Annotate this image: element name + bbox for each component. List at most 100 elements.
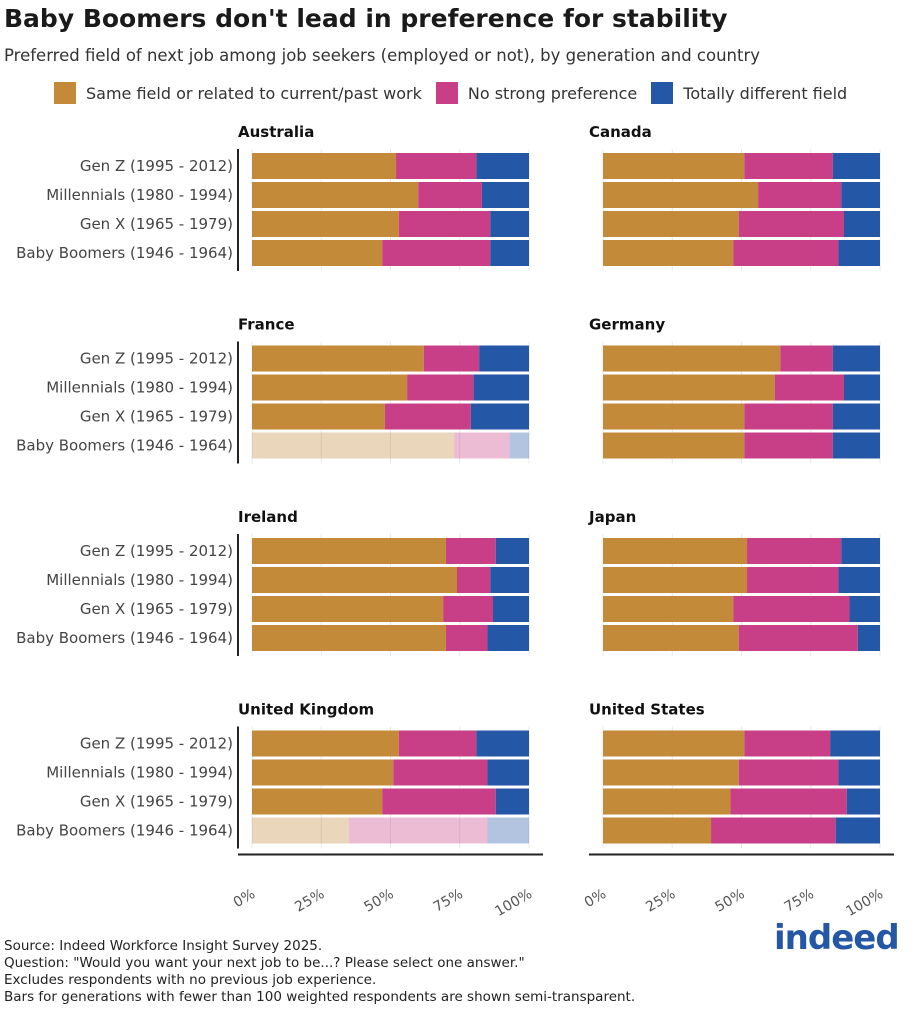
bar-segment [407, 374, 474, 401]
bar-segment [252, 153, 397, 179]
bar-segment [481, 182, 529, 208]
legend-label: Totally different field [683, 83, 848, 103]
bar-segment [830, 730, 880, 757]
x-tick-label: 25% [292, 886, 327, 915]
bar-segment [252, 625, 446, 651]
legend: Same field or related to current/past wo… [54, 82, 861, 104]
bar-segment [603, 625, 739, 651]
bar-segment [744, 153, 833, 179]
x-tick-label: 75% [431, 886, 466, 915]
bar-segment [603, 240, 734, 266]
panel-title: Ireland [238, 508, 298, 526]
bar-segment [495, 788, 529, 815]
legend-swatch [54, 82, 76, 104]
bar-segment [603, 730, 745, 757]
bar-segment [393, 759, 488, 786]
category-label: Gen X (1965 - 1979) [80, 408, 233, 426]
bar-segment [396, 153, 477, 179]
x-tick-label: 75% [782, 886, 817, 915]
bar-segment [603, 817, 712, 844]
category-label: Millennials (1980 - 1994) [46, 571, 233, 589]
bar-segment [849, 596, 880, 622]
category-label: Gen Z (1995 - 2012) [80, 157, 233, 175]
bar-segment [603, 596, 734, 622]
bar-segment [603, 374, 775, 401]
bar-segment [252, 374, 408, 401]
bar-segment [398, 211, 491, 237]
bar-segment [603, 345, 781, 372]
bar-segment [423, 345, 480, 372]
bar-segment [382, 788, 496, 815]
bar-segment [738, 625, 858, 651]
x-tick-label: 0% [231, 886, 258, 911]
bar-segment [733, 596, 850, 622]
bar-segment [832, 153, 880, 179]
category-label: Gen Z (1995 - 2012) [80, 542, 233, 560]
bar-segment [843, 374, 880, 401]
bar-segment [838, 240, 880, 266]
bar-segment [509, 432, 529, 459]
bar-segment [603, 759, 739, 786]
legend-item-different: Totally different field [651, 82, 847, 104]
source-note: Source: Indeed Workforce Insight Survey … [4, 938, 323, 954]
bar-segment [738, 211, 844, 237]
category-label: Baby Boomers (1946 - 1964) [16, 629, 233, 647]
category-label: Gen X (1965 - 1979) [80, 793, 233, 811]
indeed-logo: indeed [774, 918, 900, 958]
bar-segment [487, 817, 529, 844]
bar-segment [252, 432, 455, 459]
x-tick-label: 50% [713, 886, 748, 915]
bar-segment [492, 596, 529, 622]
bar-segment [476, 730, 529, 757]
bar-segment [738, 759, 839, 786]
bar-segment [252, 538, 446, 564]
category-label: Millennials (1980 - 1994) [46, 379, 233, 397]
bar-segment [252, 211, 399, 237]
bar-segment [846, 788, 880, 815]
bar-segment [838, 567, 880, 593]
bar-segment [418, 182, 482, 208]
bar-segment [495, 538, 529, 564]
bar-segment [747, 567, 839, 593]
category-label: Baby Boomers (1946 - 1964) [16, 822, 233, 840]
legend-swatch [651, 82, 674, 104]
x-tick-label: 100% [843, 886, 886, 920]
panel-title: Australia [238, 123, 314, 141]
legend-item-same: Same field or related to current/past wo… [54, 82, 422, 104]
bar-segment [252, 759, 394, 786]
bar-segment [857, 625, 880, 651]
chart-subtitle: Preferred field of next job among job se… [4, 46, 761, 65]
question-note: Question: "Would you want your next job … [4, 955, 525, 971]
bar-segment [473, 374, 529, 401]
bar-segment [603, 153, 745, 179]
category-label: Baby Boomers (1946 - 1964) [16, 437, 233, 455]
bar-segment [835, 817, 880, 844]
bar-segment [744, 730, 831, 757]
bar-segment [744, 432, 833, 459]
bar-segment [487, 625, 529, 651]
category-label: Millennials (1980 - 1994) [46, 186, 233, 204]
panel-title: Germany [589, 316, 665, 334]
bar-segment [730, 788, 847, 815]
bar-segment [832, 403, 880, 430]
bar-segment [252, 788, 383, 815]
bar-segment [603, 432, 745, 459]
panel-title: United States [589, 701, 705, 719]
exclusion-note: Excludes respondents with no previous jo… [4, 972, 377, 988]
bar-segment [603, 538, 748, 564]
bar-segment [348, 817, 488, 844]
legend-label: No strong preference [467, 83, 638, 103]
bar-segment [747, 538, 842, 564]
bar-segment [603, 567, 748, 593]
bar-segment [603, 211, 739, 237]
bar-segment [733, 240, 839, 266]
chart-title: Baby Boomers don't lead in preference fo… [4, 4, 728, 33]
bar-segment [384, 403, 471, 430]
bar-segment [490, 240, 529, 266]
category-label: Gen X (1965 - 1979) [80, 215, 233, 233]
x-tick-label: 0% [582, 886, 609, 911]
bar-segment [843, 211, 880, 237]
bar-segment [841, 182, 880, 208]
legend-item-none: No strong preference [435, 82, 638, 104]
